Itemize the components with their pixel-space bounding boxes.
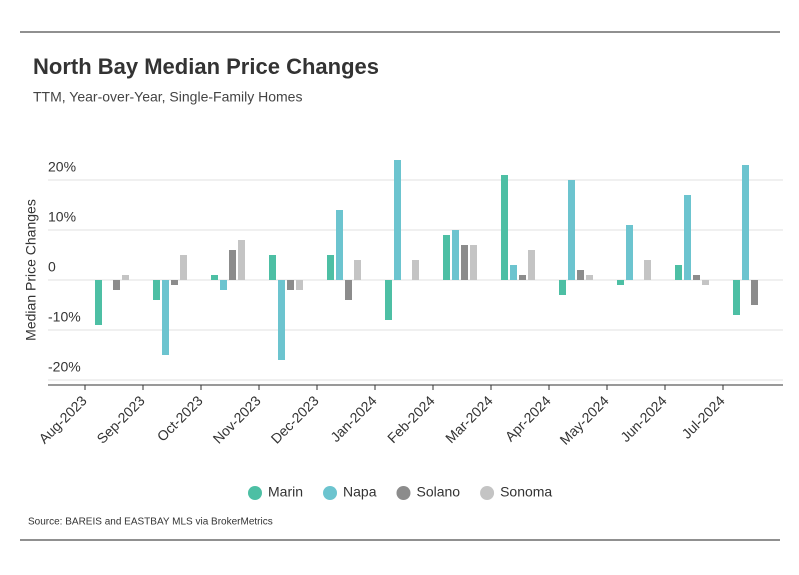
bar [452,230,459,280]
source-note: Source: BAREIS and EASTBAY MLS via Broke… [28,517,273,528]
bar [336,210,343,280]
bar [162,280,169,355]
bar [577,270,584,280]
bar [269,255,276,280]
bar [327,255,334,280]
bar [345,280,352,300]
bar [113,280,120,290]
legend-label: Solano [416,484,460,500]
bar [519,275,526,280]
x-tick-label: Oct-2023 [154,392,206,444]
bar [568,180,575,280]
x-tick-label: Jul-2024 [678,392,727,441]
x-tick-label: May-2024 [556,392,611,447]
x-tick-label: Jan-2024 [327,392,380,445]
bar [742,165,749,280]
bar [470,245,477,280]
chart-title: North Bay Median Price Changes [33,54,379,79]
legend-label: Sonoma [500,484,552,500]
bar [394,160,401,280]
bar [751,280,758,305]
legend-label: Marin [268,484,303,500]
bar [626,225,633,280]
bar [153,280,160,300]
bar [211,275,218,280]
y-tick-label: -10% [48,309,81,325]
x-tick-label: Nov-2023 [210,392,264,446]
bar [287,280,294,290]
bar [684,195,691,280]
bar [180,255,187,280]
bar [122,275,129,280]
bar [220,280,227,290]
x-tick-label: Mar-2024 [442,392,496,446]
bar [528,250,535,280]
y-tick-label: 0 [48,259,56,275]
chart-subtitle: TTM, Year-over-Year, Single-Family Homes [33,89,302,105]
x-tick-label: Sep-2023 [93,392,147,446]
bar [693,275,700,280]
bar [617,280,624,285]
legend-marker [396,486,411,500]
legend-label: Napa [343,484,377,500]
bar [385,280,392,320]
y-tick-label: 20% [48,159,76,175]
y-tick-label: 10% [48,209,76,225]
bar [675,265,682,280]
bar [443,235,450,280]
y-tick-label: -20% [48,359,81,375]
bar [733,280,740,315]
bar [644,260,651,280]
x-tick-label: Jun-2024 [617,392,670,445]
x-tick-label: Dec-2023 [268,392,322,446]
x-tick-label: Apr-2024 [502,392,554,444]
y-axis-label: Median Price Changes [23,199,39,341]
x-tick-label: Feb-2024 [384,392,438,446]
bar [412,260,419,280]
bar [586,275,593,280]
bar [238,240,245,280]
bar [559,280,566,295]
bar [501,175,508,280]
legend-marker [323,486,338,500]
legend-marker [248,486,262,500]
bar [461,245,468,280]
bar [702,280,709,285]
legend-marker [480,486,495,500]
bar [354,260,361,280]
bar [95,280,102,325]
bar [171,280,178,285]
bar [296,280,303,290]
x-tick-label: Aug-2023 [35,392,89,446]
bar [229,250,236,280]
bar [510,265,517,280]
bar [278,280,285,360]
